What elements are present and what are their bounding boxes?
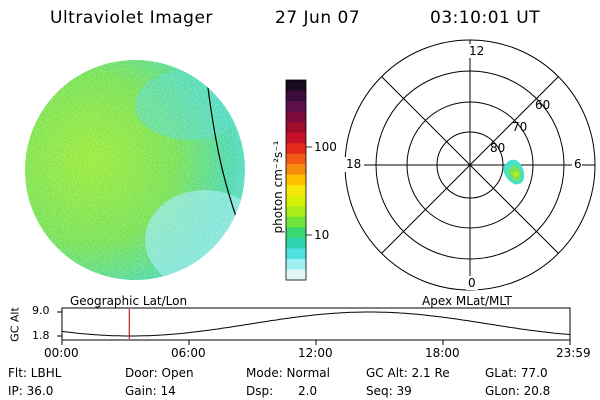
time-tick-1200: 12:00	[298, 346, 333, 360]
status-dsp-label: Dsp:	[246, 384, 274, 398]
status-dsp-value: 2.0	[298, 384, 318, 398]
colorbar-segment	[286, 195, 306, 207]
time-tick-0000: 00:00	[44, 346, 79, 360]
colorbar-segment	[286, 153, 306, 165]
colorbar-segment	[286, 132, 306, 144]
status-glat: GLat: 77.0	[485, 366, 548, 380]
mlt-label-18: 18	[346, 157, 362, 171]
status-gain: Gain: 14	[125, 384, 176, 398]
lat-label-80: 80	[490, 141, 506, 155]
instrument-title: Ultraviolet Imager	[50, 8, 213, 28]
colorbar-segment	[286, 174, 306, 186]
colorbar-segment	[286, 248, 306, 260]
colorbar-tick-10: 10	[314, 228, 330, 242]
mlt-label-6: 6	[574, 157, 582, 171]
colorbar-segment	[286, 164, 306, 176]
colorbar-segment	[286, 90, 306, 102]
mlt-label-12: 12	[469, 44, 485, 58]
status-gc-alt: GC Alt: 2.1 Re	[366, 366, 450, 380]
colorbar-segment	[286, 122, 306, 134]
colorbar-segment	[286, 80, 306, 92]
image-time: 03:10:01 UT	[430, 8, 541, 28]
lat-label-70: 70	[512, 120, 528, 134]
status-filter: Flt: LBHL	[8, 366, 62, 380]
colorbar-segment	[286, 143, 306, 155]
timeline-ytick-bottom: 1.8	[32, 329, 50, 342]
aurora-emission	[503, 159, 525, 185]
colorbar-segment	[286, 258, 306, 271]
colorbar-segment	[286, 237, 306, 250]
status-glon: GLon: 20.8	[485, 384, 551, 398]
colorbar-segment	[286, 216, 306, 228]
timeline-ytick-top: 9.0	[32, 304, 50, 317]
mlt-label-0: 0	[468, 276, 476, 290]
colorbar-segment	[286, 206, 306, 218]
time-tick-2359: 23:59	[556, 346, 591, 360]
time-tick-1800: 18:00	[425, 346, 460, 360]
timeline-right-label: Apex MLat/MLT	[422, 294, 512, 308]
polar-diagonal-2	[381, 76, 559, 254]
orbit-altitude-curve	[61, 311, 571, 337]
status-seq: Seq: 39	[366, 384, 412, 398]
image-date: 27 Jun 07	[275, 8, 361, 28]
colorbar-segment	[286, 185, 306, 197]
colorbar-segment	[286, 269, 306, 281]
colorbar-segment	[286, 227, 306, 239]
status-ip: IP: 36.0	[8, 384, 54, 398]
status-mode: Mode: Normal	[246, 366, 330, 380]
colorbar-tick-100: 100	[314, 140, 337, 154]
colorbar-segment	[286, 101, 306, 113]
timeline-left-label: Geographic Lat/Lon	[70, 294, 188, 308]
status-door: Door: Open	[125, 366, 194, 380]
colorbar-segment	[286, 111, 306, 123]
lat-label-60: 60	[535, 98, 551, 112]
time-tick-0600: 06:00	[171, 346, 206, 360]
